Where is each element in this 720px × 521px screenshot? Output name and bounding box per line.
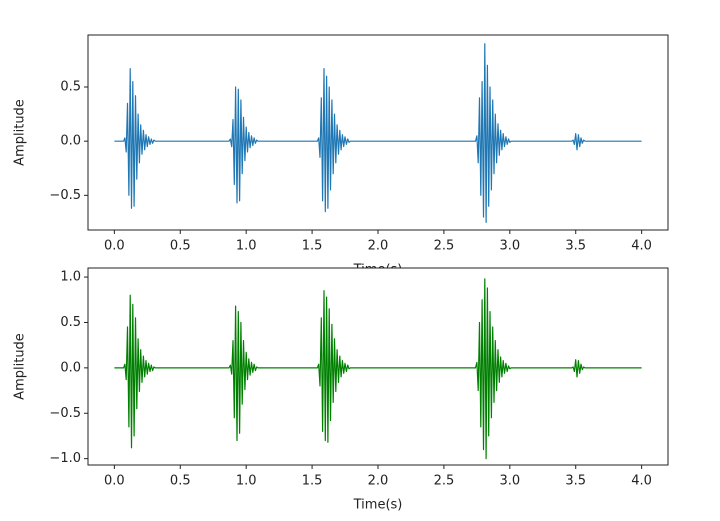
x-tick-label: 3.5: [565, 239, 586, 254]
y-tick-label: 0.5: [60, 80, 81, 95]
y-tick-label: −1.0: [49, 451, 81, 466]
x-tick-label: 1.0: [236, 474, 257, 489]
axes-frame: [87, 267, 669, 466]
x-tick-label: 2.0: [368, 474, 389, 489]
x-tick-label: 0.0: [104, 239, 125, 254]
axes-frame: [87, 34, 669, 231]
y-axis-label: Amplitude: [13, 99, 28, 166]
x-axis-label: Time(s): [353, 498, 403, 513]
x-tick-label: 4.0: [631, 239, 652, 254]
plot-area: [88, 268, 668, 465]
waveform: [114, 43, 642, 223]
x-tick-label: 1.0: [236, 239, 257, 254]
x-tick-label: 0.5: [170, 239, 191, 254]
waveform: [114, 278, 642, 460]
y-tick-label: −0.5: [49, 406, 81, 421]
y-tick-label: 1.0: [60, 270, 81, 285]
x-tick-label: 2.5: [434, 239, 455, 254]
x-tick-label: 4.0: [631, 474, 652, 489]
x-tick-label: 2.5: [434, 474, 455, 489]
x-tick-label: 1.5: [302, 474, 323, 489]
x-tick-label: 0.0: [104, 474, 125, 489]
y-tick-label: −0.5: [49, 188, 81, 203]
x-tick-label: 3.0: [499, 239, 520, 254]
x-tick-label: 1.5: [302, 239, 323, 254]
y-tick-label: 0.0: [60, 360, 81, 375]
y-axis-label: Amplitude: [13, 333, 28, 400]
x-tick-label: 3.5: [565, 474, 586, 489]
x-tick-label: 2.0: [368, 239, 389, 254]
y-tick-label: 0.0: [60, 134, 81, 149]
plot-area: [88, 35, 668, 230]
x-tick-label: 0.5: [170, 474, 191, 489]
x-tick-label: 3.0: [499, 474, 520, 489]
y-tick-label: 0.5: [60, 315, 81, 330]
